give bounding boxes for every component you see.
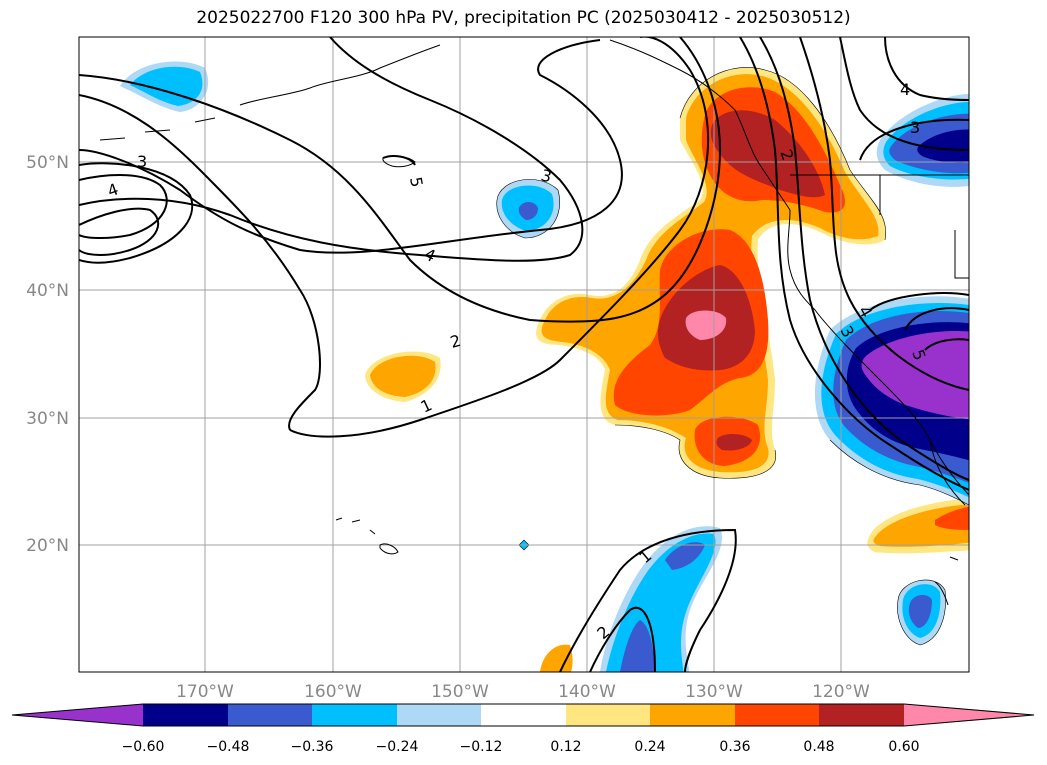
contour-label-3: 3: [137, 152, 147, 171]
colorbar-tick-label: −0.12: [460, 739, 503, 755]
colorbar-outline: [11, 703, 1035, 727]
precip-neg-region: [620, 620, 655, 672]
coastlines: [99, 39, 969, 606]
contour-label-5: 5: [406, 175, 426, 188]
colorbar-segment: [481, 704, 566, 726]
colorbar-tick-label: 0.36: [719, 739, 750, 755]
lat-label: 30°N: [26, 409, 69, 429]
precip-pos-blob: [935, 506, 969, 530]
longitude-labels: 170°W 160°W 150°W 140°W 130°W 120°W: [176, 682, 870, 702]
precip-outlines: [496, 67, 969, 646]
lon-label: 140°W: [558, 682, 616, 702]
precip-neg-region: [861, 331, 969, 420]
colorbar-segment: [735, 704, 819, 726]
colorbar-tick-label: −0.48: [207, 739, 250, 755]
precip-pos-blob: [370, 355, 436, 397]
lon-label: 170°W: [176, 682, 234, 702]
precip-pos-region: [716, 434, 752, 451]
map-frame: [78, 36, 970, 673]
colorbar-tick-label: −0.36: [291, 739, 334, 755]
colorbar-extend-min: [12, 704, 143, 726]
contour-label-3: 3: [910, 118, 920, 137]
colorbar: [11, 703, 1035, 727]
map-title: 2025022700 F120 300 hPa PV, precipitatio…: [196, 8, 851, 28]
precip-neg-region: [665, 542, 705, 570]
colorbar-tick-label: −0.60: [122, 739, 165, 755]
colorbar-tick-label: −0.24: [376, 739, 419, 755]
colorbar-segment: [397, 704, 481, 726]
colorbar-segment: [819, 704, 904, 726]
graticule: [79, 37, 969, 672]
lat-label: 50°N: [26, 153, 69, 173]
colorbar-tick-label: 0.12: [550, 739, 581, 755]
contour-label-3: 3: [539, 166, 554, 187]
colorbar-ticks: −0.60 −0.48 −0.36 −0.24 −0.12 0.12 0.24 …: [122, 739, 920, 755]
latitude-labels: 50°N 40°N 30°N 20°N: [26, 153, 69, 556]
colorbar-segment: [312, 704, 397, 726]
colorbar-segment: [566, 704, 650, 726]
colorbar-tick-label: 0.48: [803, 739, 834, 755]
colorbar-segment: [228, 704, 312, 726]
lat-label: 40°N: [26, 281, 69, 301]
contour-label-2: 2: [448, 331, 463, 352]
colorbar-tick-label: 0.60: [888, 739, 919, 755]
colorbar-extend-max: [904, 704, 1034, 726]
lon-label: 120°W: [812, 682, 870, 702]
precip-pos-blob: [540, 644, 573, 672]
colorbar-segment: [650, 704, 735, 726]
precip-neg-region: [917, 129, 969, 163]
pv-contours: [79, 37, 969, 672]
contour-label-4: 4: [900, 80, 910, 99]
colorbar-segment: [143, 704, 228, 726]
precip-max-blob: [685, 310, 727, 340]
lat-label: 20°N: [26, 536, 69, 556]
precip-neg-blob: [518, 202, 538, 220]
precip-neg-blob: [908, 594, 932, 628]
lon-label: 130°W: [685, 682, 743, 702]
lon-label: 150°W: [431, 682, 489, 702]
lon-label: 160°W: [304, 682, 362, 702]
colorbar-tick-label: 0.24: [634, 739, 665, 755]
